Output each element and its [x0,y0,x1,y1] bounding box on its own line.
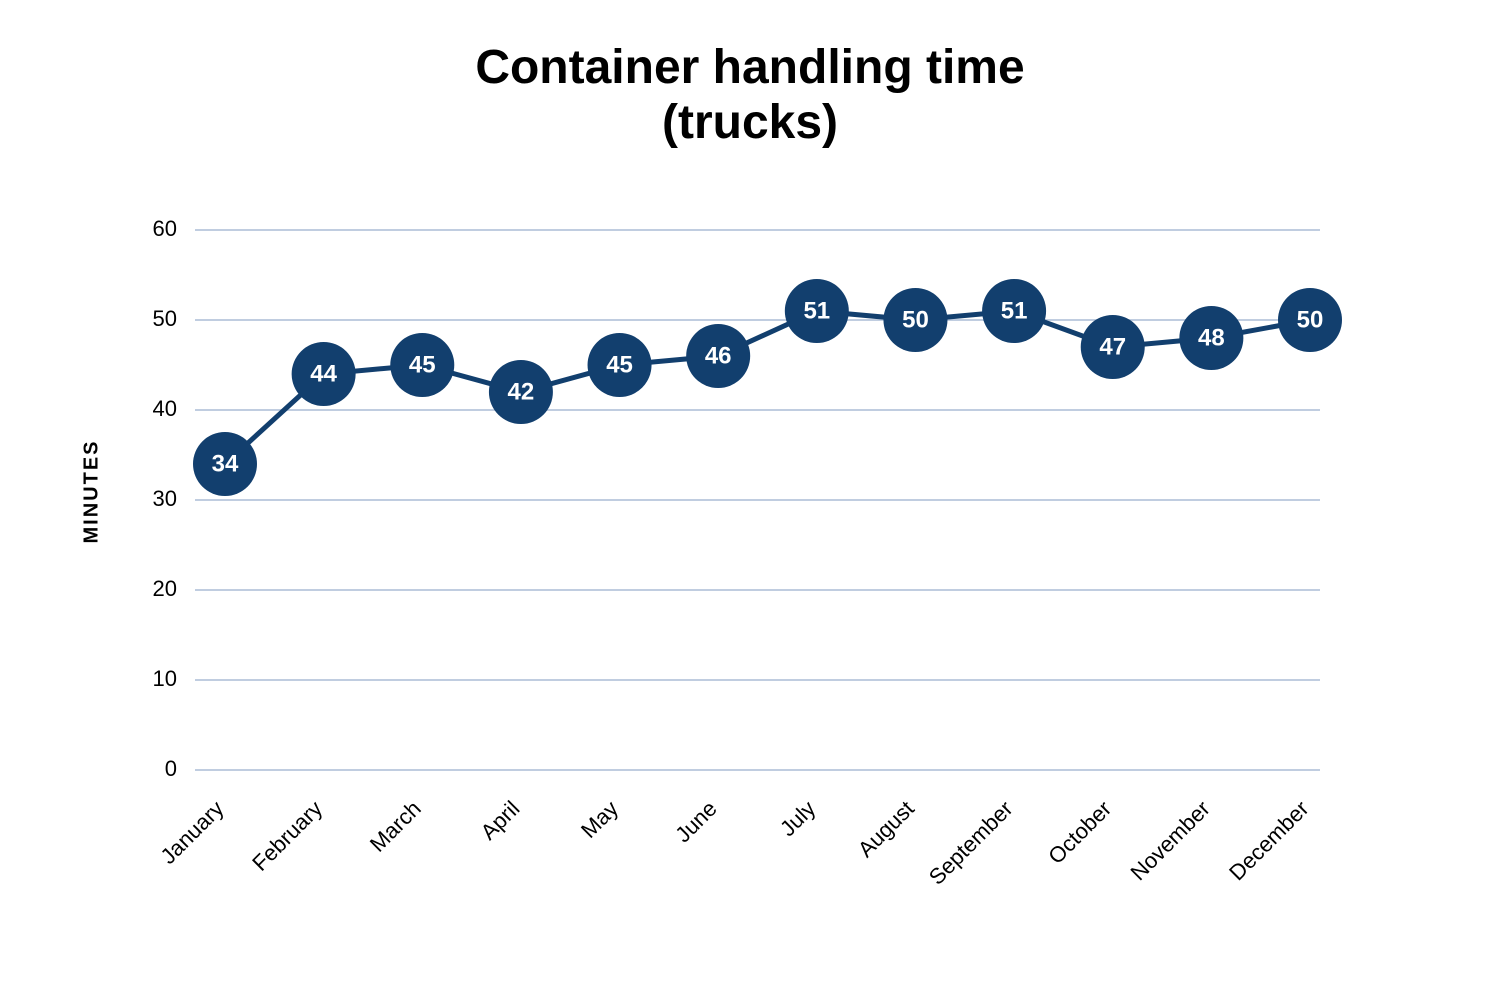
chart-container: Container handling time (trucks) MINUTES… [0,0,1500,1000]
data-marker-label: 51 [803,298,830,325]
x-tick-label: July [775,796,820,841]
x-tick-label: April [476,796,525,845]
y-tick-label: 50 [153,306,177,331]
data-marker-label: 46 [705,343,732,370]
data-marker-label: 44 [310,361,337,388]
y-tick-label: 20 [153,576,177,601]
x-tick-label: June [670,796,721,847]
data-marker-label: 50 [902,307,929,334]
chart-title: Container handling time (trucks) [0,40,1500,150]
y-tick-label: 30 [153,486,177,511]
x-tick-label: November [1125,796,1214,885]
data-marker-label: 34 [212,451,239,478]
x-tick-label: January [156,796,229,869]
data-marker-label: 45 [606,352,633,379]
y-tick-label: 0 [165,756,177,781]
chart-title-line1: Container handling time [0,40,1500,95]
y-tick-label: 60 [153,216,177,241]
x-tick-label: March [365,796,426,857]
y-tick-label: 40 [153,396,177,421]
y-tick-label: 10 [153,666,177,691]
x-tick-label: February [247,796,327,876]
x-tick-label: May [576,796,623,843]
data-marker-label: 51 [1001,298,1028,325]
x-tick-label: September [924,796,1018,890]
data-marker-label: 42 [508,379,535,406]
chart-title-line2: (trucks) [0,95,1500,150]
data-marker-label: 48 [1198,325,1225,352]
y-axis-label: MINUTES [81,440,104,544]
data-marker-label: 45 [409,352,436,379]
x-tick-label: October [1043,796,1116,869]
x-tick-label: December [1224,796,1313,885]
data-marker-label: 47 [1099,334,1126,361]
series-line [225,311,1310,464]
data-marker-label: 50 [1297,307,1324,334]
x-tick-label: August [853,796,919,862]
